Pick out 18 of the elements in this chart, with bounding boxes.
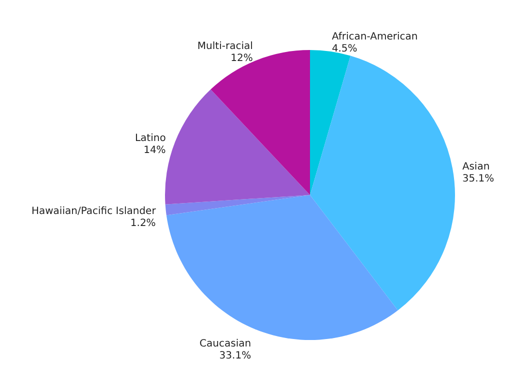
slice-label: Asian bbox=[462, 162, 490, 173]
data-label: 33.1% bbox=[219, 350, 252, 362]
data-label: 35.1% bbox=[462, 174, 494, 185]
slice-label: Hawaiian/Pacific Islander bbox=[31, 206, 157, 217]
slice-label: Multi-racial bbox=[197, 40, 253, 52]
data-label: 12% bbox=[230, 52, 253, 64]
pie-slice bbox=[165, 195, 310, 216]
data-label: 4.5% bbox=[332, 44, 358, 55]
slice-label: Latino bbox=[134, 133, 166, 144]
pie-slice bbox=[166, 195, 398, 340]
slice-label: African-American bbox=[332, 32, 418, 43]
pie-slice bbox=[210, 50, 310, 195]
data-label: 14% bbox=[144, 145, 166, 156]
slice-label: Caucasian bbox=[200, 338, 252, 350]
pie-slice bbox=[310, 50, 350, 195]
data-label: 1.2% bbox=[130, 218, 156, 229]
pie-slice bbox=[165, 89, 310, 204]
pie-slice bbox=[310, 56, 455, 310]
